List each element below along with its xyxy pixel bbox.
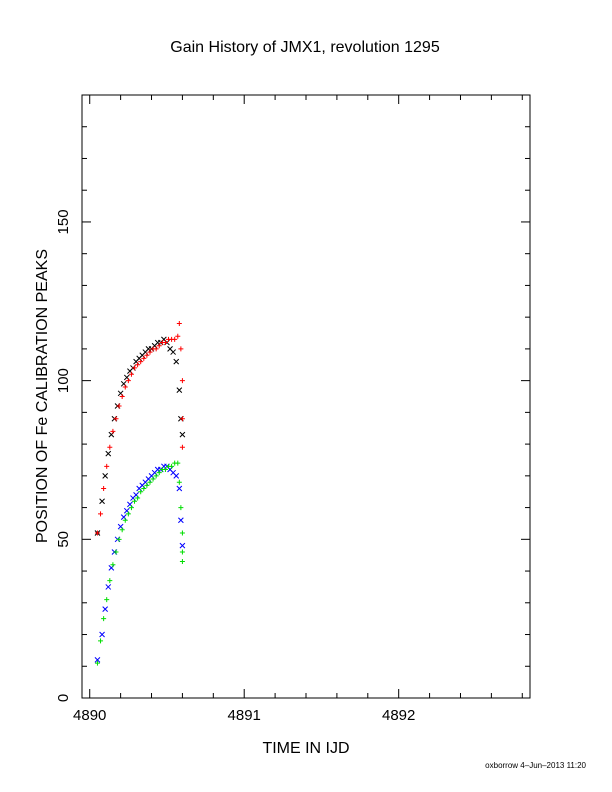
series-0 xyxy=(94,336,186,536)
data-point xyxy=(170,349,176,355)
data-point xyxy=(141,355,147,361)
data-point xyxy=(179,431,186,438)
data-point xyxy=(176,485,183,492)
data-point xyxy=(178,346,184,352)
data-point xyxy=(94,660,100,666)
series-3 xyxy=(94,460,185,666)
data-point xyxy=(141,486,147,492)
data-point xyxy=(107,444,113,450)
data-point xyxy=(144,352,150,358)
series-2 xyxy=(94,463,186,663)
data-point xyxy=(105,450,112,457)
x-axis-label: TIME IN IJD xyxy=(262,740,349,757)
data-point xyxy=(178,517,184,524)
axis-tick-labels: 0 50 100 150 4890 4891 4892 xyxy=(55,209,415,724)
data-point xyxy=(176,479,182,485)
data-point xyxy=(102,472,109,479)
data-point xyxy=(179,416,185,422)
y-tick-label: 100 xyxy=(55,368,72,393)
data-point xyxy=(94,530,100,536)
data-point xyxy=(176,387,183,394)
data-point xyxy=(110,428,116,434)
data-point xyxy=(179,542,186,549)
data-point xyxy=(98,511,104,517)
data-point xyxy=(169,463,175,469)
data-point xyxy=(107,578,113,584)
data-point xyxy=(179,549,185,555)
data-point xyxy=(101,486,107,492)
timestamp-footer: oxborrow 4–Jun–2013 11:20 xyxy=(485,761,586,770)
data-point xyxy=(102,606,109,612)
data-point xyxy=(128,371,134,377)
data-point xyxy=(156,343,162,349)
data-point xyxy=(178,505,184,511)
data-point xyxy=(138,489,144,495)
data-point xyxy=(135,495,141,501)
data-point xyxy=(99,498,105,505)
data-point xyxy=(162,466,168,472)
data-point xyxy=(125,511,131,517)
data-point xyxy=(150,476,156,482)
data-point xyxy=(101,616,107,622)
data-point xyxy=(176,321,182,327)
data-point xyxy=(135,362,141,368)
data-point xyxy=(119,527,125,533)
data-point xyxy=(138,359,144,365)
data-point xyxy=(173,472,180,479)
data-point xyxy=(172,336,178,342)
data-point xyxy=(99,631,105,638)
y-axis-label: POSITION OF Fe CALIBRATION PEAKS xyxy=(34,249,51,543)
data-point xyxy=(128,505,134,511)
data-point xyxy=(113,549,119,555)
data-point xyxy=(179,559,185,565)
data-point xyxy=(122,384,128,390)
x-tick-label: 4891 xyxy=(228,707,261,724)
data-point xyxy=(153,346,159,352)
data-point xyxy=(162,340,168,346)
y-tick-label: 0 xyxy=(55,694,72,702)
series-1 xyxy=(94,321,185,536)
data-point xyxy=(116,536,122,542)
data-point xyxy=(104,463,110,469)
data-point xyxy=(98,638,104,644)
axis-ticks xyxy=(82,94,530,699)
data-point xyxy=(179,530,185,536)
data-point xyxy=(94,657,101,663)
data-points xyxy=(94,321,186,666)
data-point xyxy=(125,378,131,384)
data-point xyxy=(105,584,112,590)
chart-title: Gain History of JMX1, revolution 1295 xyxy=(170,39,440,56)
data-point xyxy=(132,365,138,371)
y-tick-label: 50 xyxy=(55,531,72,548)
x-tick-label: 4892 xyxy=(382,707,415,724)
data-point xyxy=(175,333,181,339)
data-point xyxy=(144,482,150,488)
data-point xyxy=(179,444,185,450)
plot-frame xyxy=(81,94,531,699)
data-point xyxy=(147,479,153,485)
y-tick-label: 150 xyxy=(55,209,72,234)
data-point xyxy=(104,597,110,603)
data-point xyxy=(147,349,153,355)
data-point xyxy=(110,562,116,568)
data-point xyxy=(119,394,125,399)
data-point xyxy=(175,460,181,466)
data-point xyxy=(116,403,122,409)
data-point xyxy=(173,358,180,365)
data-point xyxy=(122,517,128,523)
x-tick-label: 4890 xyxy=(73,707,106,724)
data-point xyxy=(132,498,138,504)
data-point xyxy=(156,470,162,476)
data-point xyxy=(153,473,159,479)
data-point xyxy=(179,378,185,384)
data-point xyxy=(113,416,119,422)
